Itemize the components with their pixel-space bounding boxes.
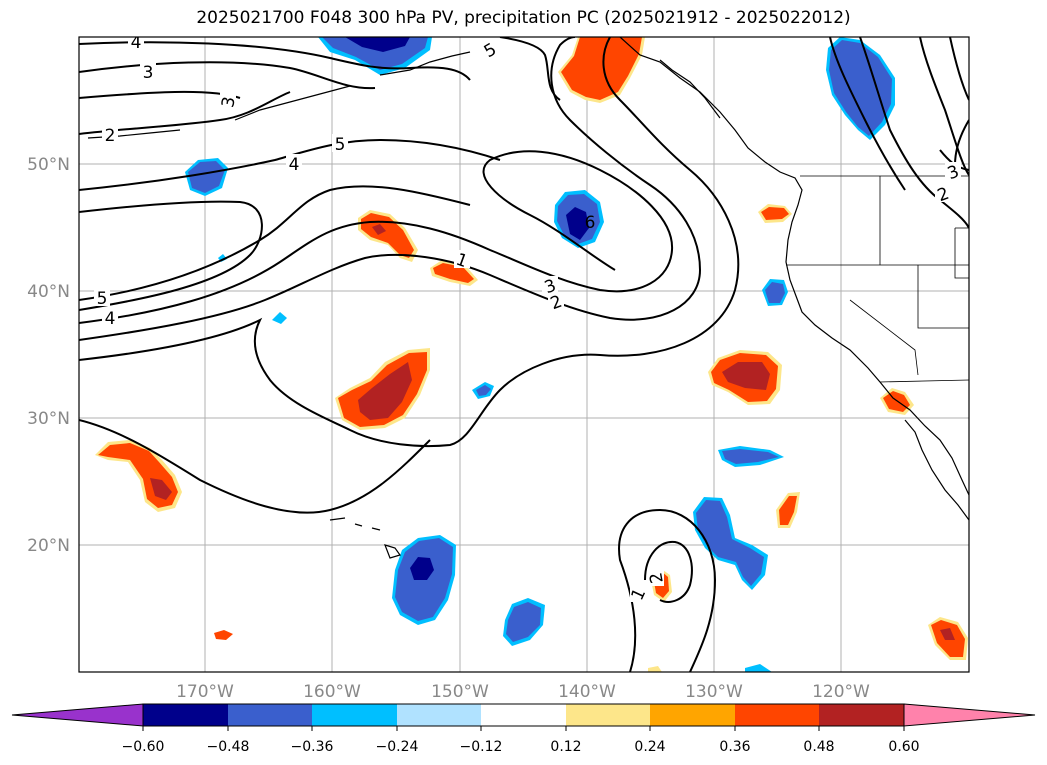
colorbar-segment — [819, 704, 904, 726]
contour-label: 2 — [105, 126, 116, 146]
lat-tick-label: 50°N — [27, 155, 70, 175]
colorbar-extend-low — [11, 703, 144, 727]
contour-label: 6 — [585, 213, 596, 233]
lon-tick-label: 140°W — [558, 682, 616, 702]
positive-precip-anomalies — [95, 37, 968, 672]
colorbar-segment — [143, 704, 228, 726]
map-title: 2025021700 F048 300 hPa PV, precipitatio… — [196, 8, 851, 28]
colorbar-extend-high — [903, 703, 1036, 727]
colorbar-tick-label: 0.12 — [550, 739, 581, 755]
lon-tick-label: 120°W — [812, 682, 870, 702]
colorbar-tick-label: −0.24 — [376, 739, 419, 755]
pv-contours — [79, 37, 969, 672]
contour-label: 5 — [335, 135, 346, 155]
contour-label: 4 — [105, 309, 116, 329]
lon-tick-label: 170°W — [176, 682, 234, 702]
contour-label: 5 — [97, 289, 108, 309]
colorbar-segment — [312, 704, 397, 726]
colorbar-tick-label: −0.60 — [122, 739, 165, 755]
lat-tick-label: 40°N — [27, 282, 70, 302]
contour-labels: 4 3 3 2 5 4 5 4 1 2 3 6 5 2 — [94, 33, 962, 604]
contour-label: 3 — [218, 95, 240, 109]
contour-label: 4 — [131, 33, 142, 53]
colorbar-segment — [397, 704, 481, 726]
lon-tick-label: 130°W — [685, 682, 743, 702]
lat-tick-label: 30°N — [27, 409, 70, 429]
colorbar-tick-label: 0.36 — [719, 739, 750, 755]
colorbar-tick-label: 0.24 — [634, 739, 665, 755]
contour-label: 2 — [646, 571, 668, 585]
colorbar-tick-label: −0.12 — [460, 739, 503, 755]
political-borders — [786, 175, 969, 383]
colorbar-segment — [481, 704, 566, 726]
colorbar-segment — [566, 704, 650, 726]
coastlines — [87, 37, 969, 559]
lat-tick-label: 20°N — [27, 536, 70, 556]
colorbar-segment — [650, 704, 735, 726]
colorbar-tick-label: −0.36 — [291, 739, 334, 755]
plot-border — [78, 36, 970, 673]
colorbar-segment — [735, 704, 819, 726]
negative-precip-anomalies — [185, 37, 895, 672]
colorbar-tick-label: −0.48 — [207, 739, 250, 755]
lon-tick-label: 150°W — [431, 682, 489, 702]
plot-area: 4 3 3 2 5 4 5 4 1 2 3 6 5 2 — [79, 33, 969, 672]
colorbar-tick-label: 0.48 — [803, 739, 834, 755]
lon-tick-label: 160°W — [303, 682, 361, 702]
contour-label: 4 — [289, 155, 300, 175]
colorbar: −0.60 −0.48 −0.36 −0.24 −0.12 0.12 0.24 … — [11, 703, 1036, 755]
colorbar-tick-label: 0.60 — [888, 739, 919, 755]
lat-tick-labels: 50°N 40°N 30°N 20°N — [27, 155, 70, 556]
colorbar-segment — [228, 704, 312, 726]
contour-label: 3 — [143, 63, 154, 83]
lon-tick-labels: 170°W 160°W 150°W 140°W 130°W 120°W — [176, 682, 870, 702]
